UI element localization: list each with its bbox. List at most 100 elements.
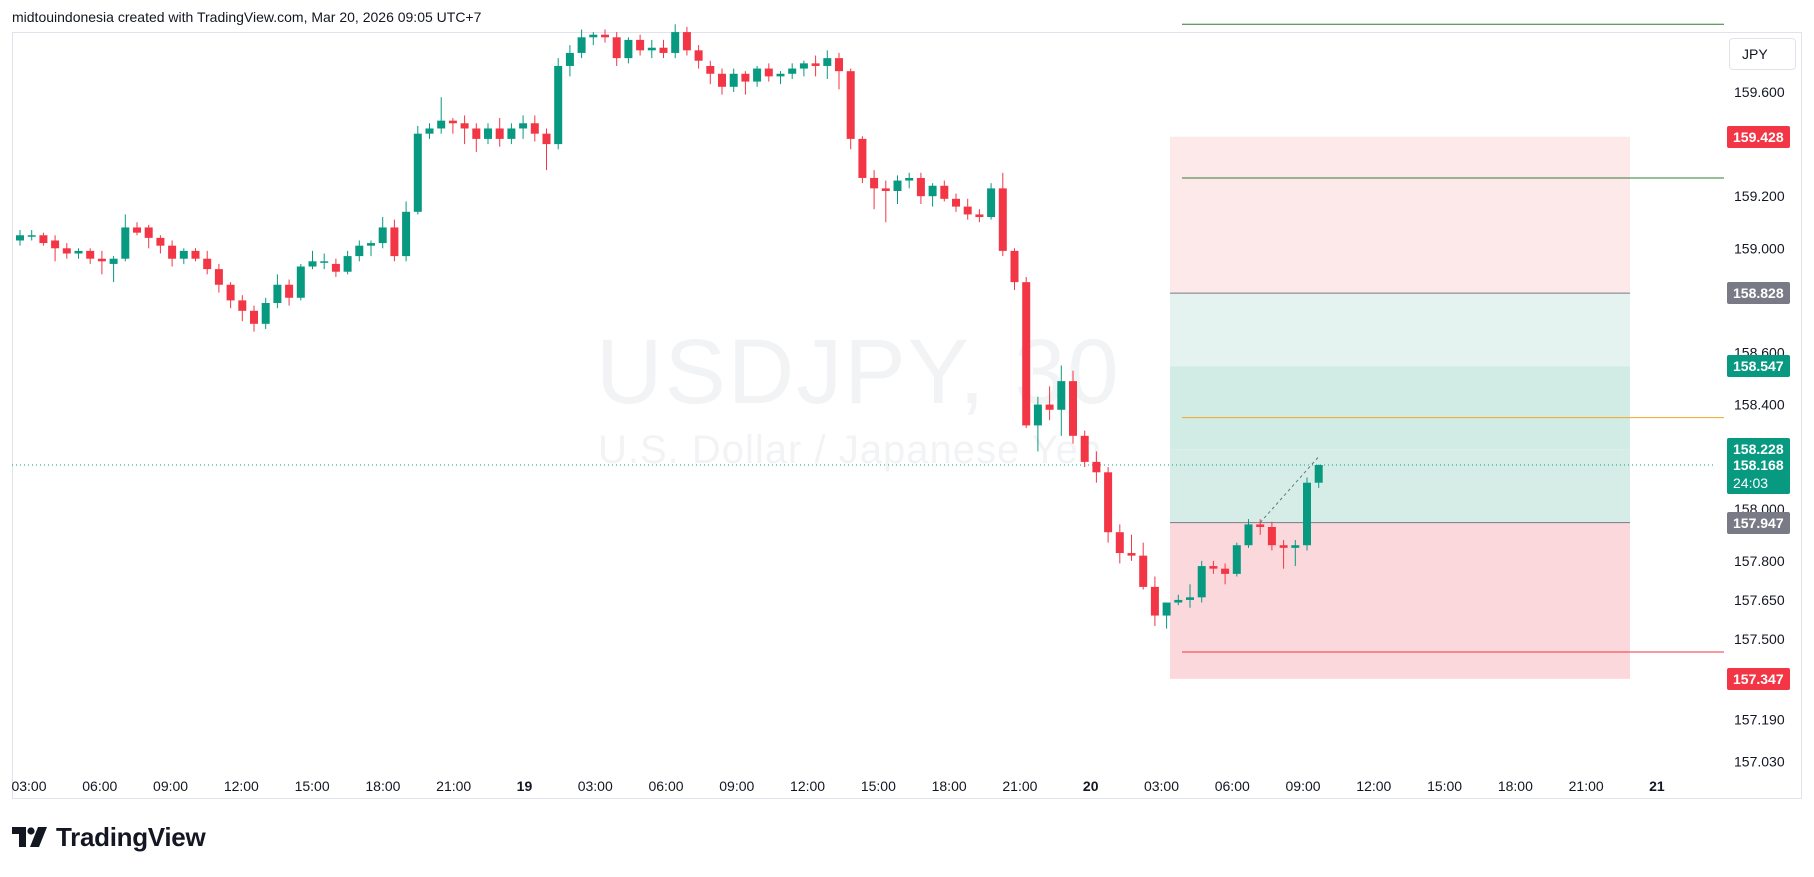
candle-body (659, 47, 668, 53)
tradingview-logo-text: TradingView (56, 821, 206, 852)
y-axis-tick-label: 157.500 (1734, 631, 1785, 647)
candle (835, 52, 843, 90)
candle (144, 224, 153, 249)
candle (823, 50, 832, 79)
x-axis-tick-label: 06:00 (82, 778, 117, 794)
candle-body (905, 177, 914, 181)
candle (975, 209, 984, 223)
candle-body (940, 185, 949, 199)
candle-body (51, 240, 60, 249)
candle (741, 71, 750, 95)
candle (893, 175, 902, 205)
candle (659, 39, 668, 59)
candle-body (1010, 250, 1019, 283)
candle (285, 279, 294, 306)
candle-body (811, 63, 820, 66)
candle-body (226, 284, 235, 301)
candle (940, 180, 949, 202)
candle (191, 248, 200, 262)
current-price-value: 158.168 (1733, 457, 1784, 473)
candle-body (343, 256, 352, 272)
candle-body (1221, 568, 1230, 574)
candle-body (870, 177, 879, 189)
candle (51, 235, 60, 262)
y-axis-tick-label: 159.200 (1734, 188, 1785, 204)
candle (554, 58, 563, 150)
candle (495, 118, 504, 147)
candle-body (179, 250, 188, 259)
candle-body (718, 73, 726, 87)
candle (27, 230, 36, 241)
candle-body (39, 235, 48, 244)
candle-body (109, 258, 118, 264)
candle (1104, 467, 1113, 543)
x-axis-tick-label: 06:00 (1215, 778, 1250, 794)
candle-body (86, 250, 95, 259)
candle (1022, 276, 1031, 429)
candle-body (168, 245, 177, 259)
candle-body (916, 177, 925, 197)
candle (425, 123, 434, 139)
candle (788, 63, 797, 79)
candle (97, 250, 106, 275)
candle (156, 235, 165, 254)
candle-body (320, 261, 329, 263)
description-watermark: U.S. Dollar / Japanese Yen (598, 428, 1103, 472)
candle-body (764, 68, 773, 77)
x-axis-tick-label: 20 (1083, 778, 1099, 794)
x-axis-tick-label: 03:00 (11, 778, 46, 794)
tradingview-logo[interactable]: TradingView (12, 820, 206, 854)
chart-pane[interactable] (12, 32, 1802, 799)
candle (1139, 542, 1148, 590)
candle (460, 115, 469, 145)
candle (589, 32, 598, 46)
candle-body (1244, 524, 1253, 546)
candle-body (1150, 586, 1159, 616)
candle (472, 123, 481, 152)
candle-body (448, 120, 457, 124)
candle-body (144, 227, 153, 238)
candle (1314, 464, 1323, 488)
position-zone-profit (1170, 366, 1630, 450)
candle (355, 240, 364, 262)
candle (1115, 524, 1124, 564)
candle (1221, 563, 1230, 585)
candle (577, 29, 586, 59)
candle-body (799, 63, 808, 69)
bar-countdown: 24:03 (1733, 475, 1769, 491)
candle (846, 68, 855, 150)
candle-body (671, 32, 680, 53)
candle (1244, 519, 1253, 548)
x-axis-tick-label: 12:00 (1356, 778, 1391, 794)
x-axis-tick-label: 21:00 (1002, 778, 1037, 794)
y-axis-tick-label: 157.650 (1734, 592, 1785, 608)
candle (671, 24, 680, 59)
x-axis-tick-label: 15:00 (295, 778, 330, 794)
current-price-tag: 158.168 24:03 (1727, 454, 1790, 494)
candle-body (1174, 599, 1183, 603)
candle-body (261, 302, 270, 324)
symbol-watermark: USDJPY, 30 (596, 321, 1121, 423)
candle-body (741, 73, 750, 82)
candle (636, 34, 645, 56)
y-axis-tick-label: 158.400 (1734, 397, 1785, 413)
currency-button[interactable]: JPY (1729, 38, 1796, 70)
candle (1010, 248, 1019, 290)
candle (647, 39, 656, 59)
candle (16, 230, 24, 246)
candle-body (97, 258, 106, 262)
candle-body (542, 133, 551, 145)
candle (1127, 534, 1136, 561)
candle-body (507, 128, 516, 139)
candle-body (846, 71, 855, 139)
candle (413, 125, 422, 215)
candle (62, 243, 71, 259)
candle-body (530, 123, 539, 134)
candle (1069, 370, 1077, 444)
candle-body (1080, 435, 1089, 462)
candle (133, 222, 141, 236)
candle (729, 68, 738, 92)
candle (928, 183, 937, 207)
x-axis-tick-label: 18:00 (365, 778, 400, 794)
